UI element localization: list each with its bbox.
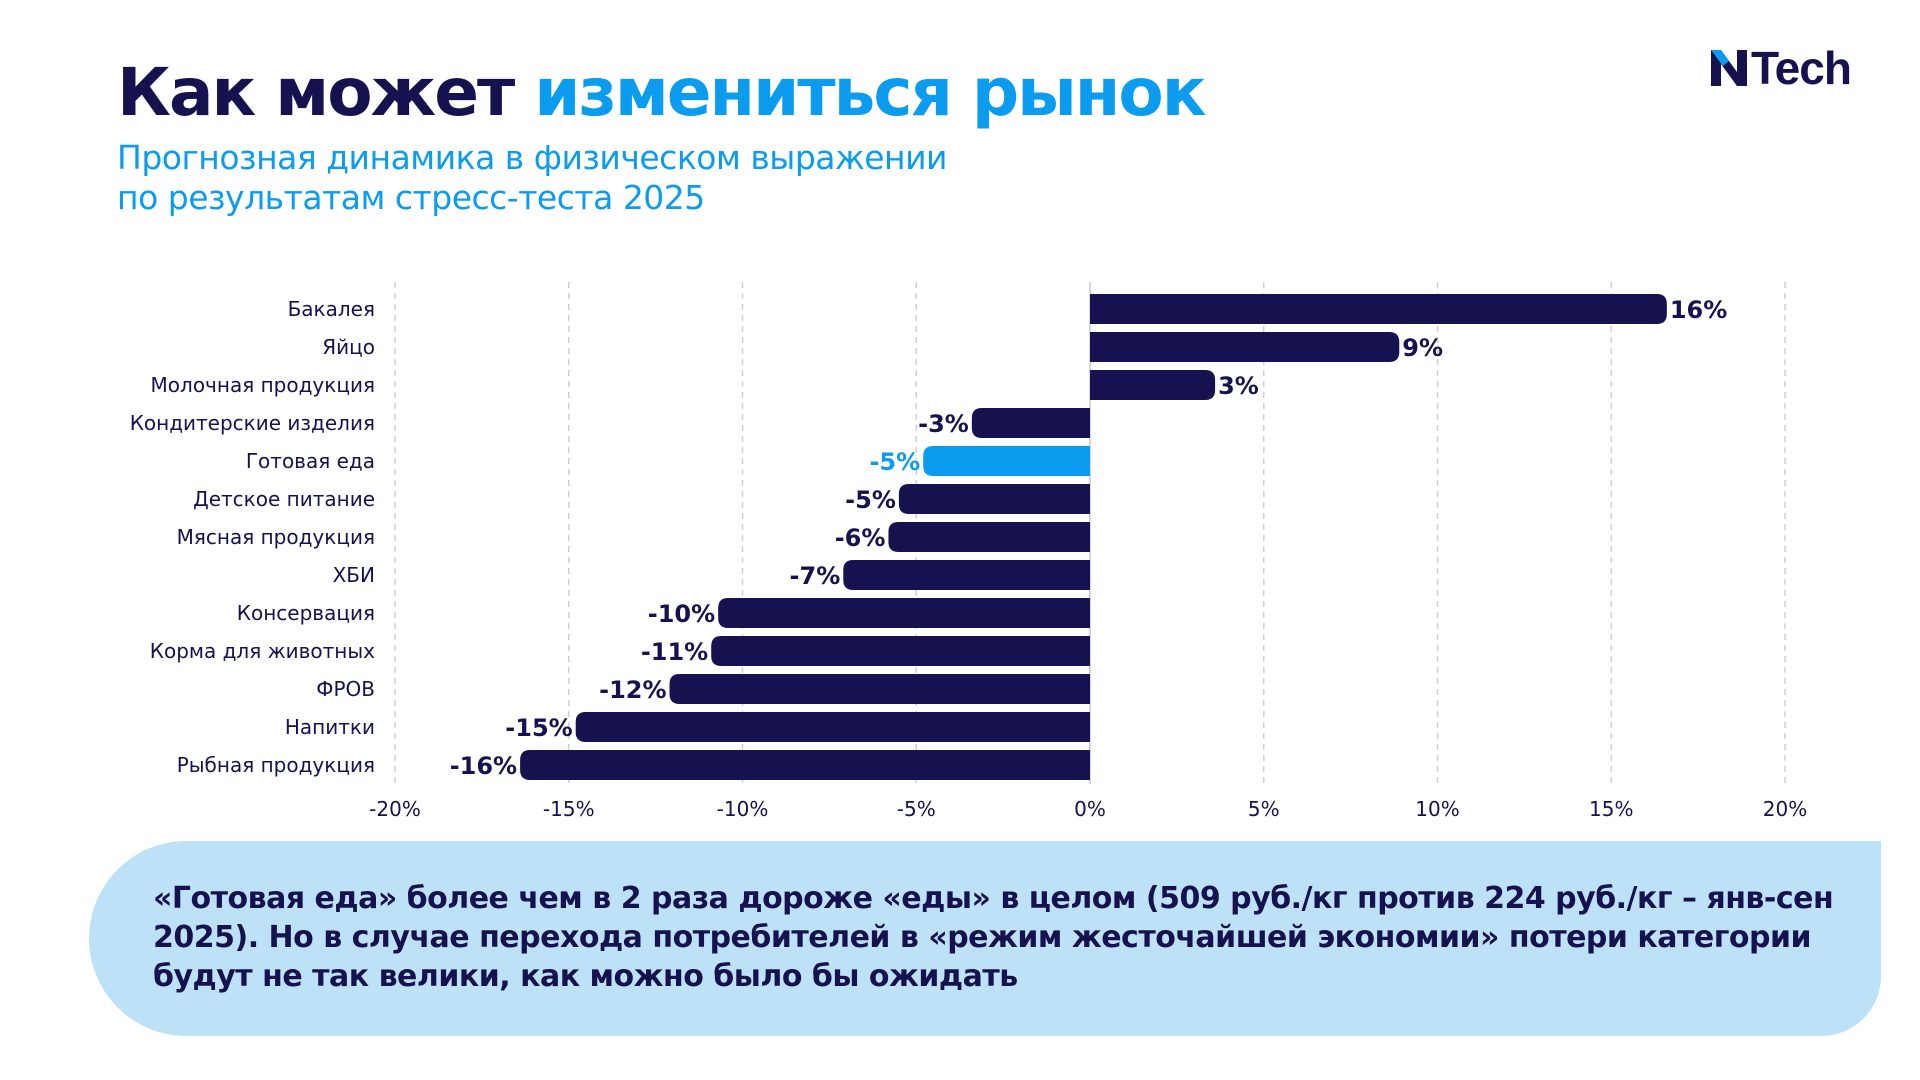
category-label: ФРОВ: [316, 677, 375, 701]
data-label: -11%: [641, 638, 708, 666]
bar: [520, 750, 1090, 780]
category-label: Рыбная продукция: [177, 753, 375, 777]
x-tick-label: 5%: [1248, 797, 1280, 820]
data-label: 3%: [1218, 372, 1259, 400]
data-label: -7%: [790, 562, 841, 590]
category-label: Мясная продукция: [177, 525, 375, 549]
callout-text: «Готовая еда» более чем в 2 раза дороже …: [153, 881, 1834, 994]
bar: [1090, 332, 1400, 362]
data-label: 9%: [1402, 334, 1443, 362]
bar: [898, 484, 1090, 514]
bar: [1090, 294, 1667, 324]
category-label: Яйцо: [322, 335, 375, 359]
bar: [888, 522, 1090, 552]
x-tick-label: -15%: [543, 797, 595, 820]
data-label: -5%: [869, 448, 920, 476]
bar: [718, 598, 1090, 628]
category-label: Консервация: [237, 601, 375, 625]
bar: [971, 408, 1090, 438]
data-label: -12%: [599, 676, 666, 704]
subtitle-line-2: по результатам стресс-теста 2025: [117, 178, 705, 217]
bar: [575, 712, 1090, 742]
x-tick-label: 0%: [1074, 797, 1106, 820]
page-subtitle: Прогнозная динамика в физическом выражен…: [117, 138, 948, 218]
category-label: Детское питание: [193, 487, 375, 511]
bar: [669, 674, 1090, 704]
bar: [1090, 370, 1216, 400]
x-tick-label: 10%: [1415, 797, 1459, 820]
brand-logo: Tech: [1711, 42, 1852, 94]
bar: [923, 446, 1090, 476]
category-label: Кондитерские изделия: [130, 411, 375, 435]
data-label: 16%: [1670, 296, 1727, 324]
category-label: Напитки: [285, 715, 375, 739]
bar: [711, 636, 1090, 666]
subtitle-line-1: Прогнозная динамика в физическом выражен…: [117, 138, 948, 177]
x-tick-label: -20%: [369, 797, 421, 820]
title-dark-part: Как может: [117, 54, 515, 131]
callout-box: «Готовая еда» более чем в 2 раза дороже …: [89, 841, 1881, 1036]
title-blue-part: измениться рынок: [534, 54, 1206, 131]
data-label: -5%: [845, 486, 896, 514]
x-tick-label: -5%: [897, 797, 936, 820]
data-label: -10%: [648, 600, 715, 628]
logo-n-icon: [1711, 50, 1747, 86]
x-tick-label: -10%: [717, 797, 769, 820]
x-tick-label: 15%: [1589, 797, 1633, 820]
data-label: -15%: [505, 714, 572, 742]
category-label: Бакалея: [288, 297, 375, 321]
category-label: Готовая еда: [246, 449, 375, 473]
category-label: ХБИ: [333, 563, 375, 587]
page-title: Как может измениться рынок: [117, 60, 1207, 126]
category-label: Корма для животных: [150, 639, 375, 663]
category-label: Молочная продукция: [151, 373, 375, 397]
data-label: -3%: [918, 410, 969, 438]
bar: [843, 560, 1090, 590]
data-label: -16%: [450, 752, 517, 780]
data-label: -6%: [835, 524, 886, 552]
bar-chart: -20% -15% -10% -5% 0% 5% 10% 15% 20% Бакалея 16% Яй…: [130, 282, 1807, 820]
x-tick-label: 20%: [1763, 797, 1807, 820]
logo-text: Tech: [1751, 42, 1852, 94]
